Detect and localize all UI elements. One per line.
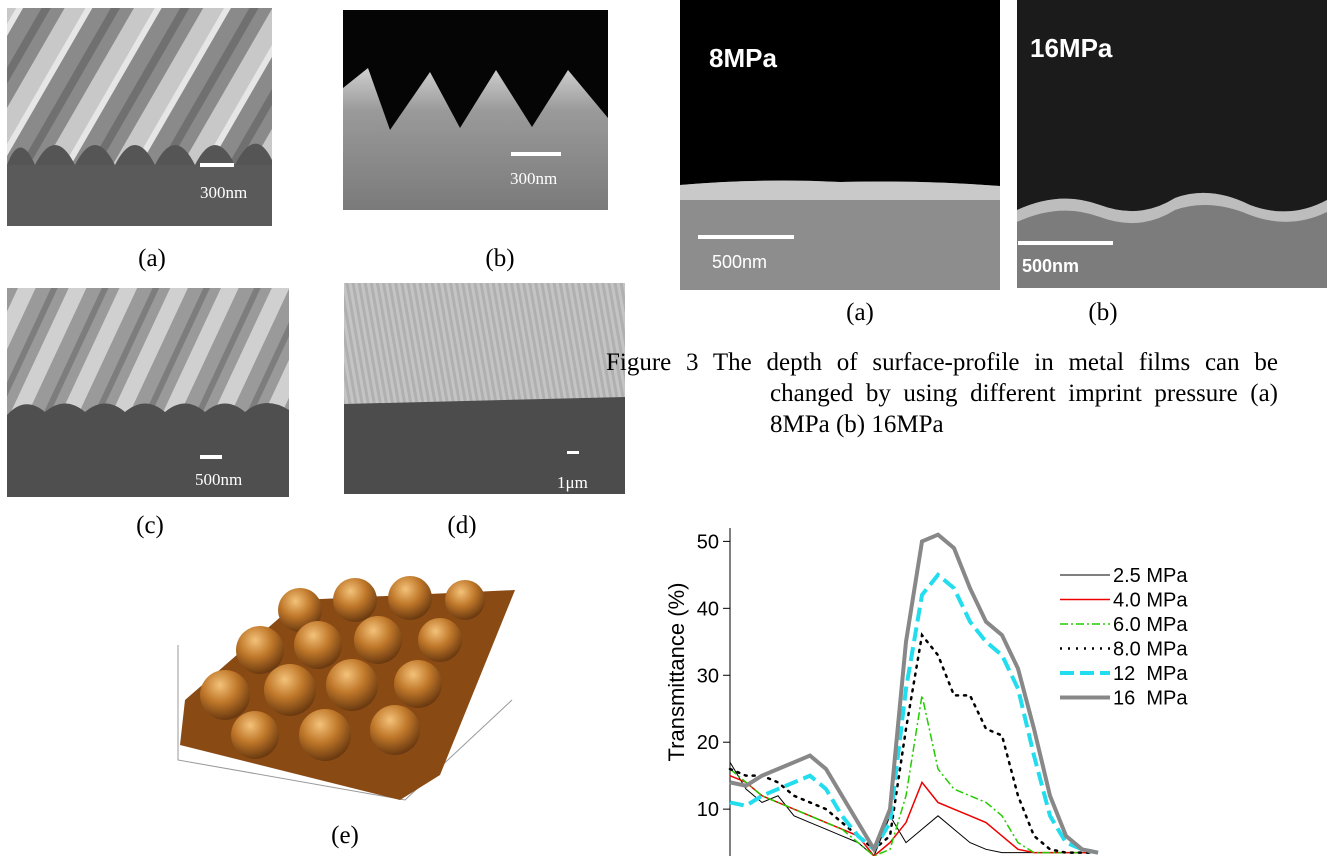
scale-label: 500nm (712, 252, 767, 272)
page: {"figure2": {"panels": [ {"label": "(a)"… (0, 0, 1335, 856)
panel-label: (c) (136, 512, 164, 539)
pressure-label: 16MPa (1030, 33, 1113, 63)
y-tick-label: 40 (697, 598, 719, 620)
pressure-label: 8MPa (709, 43, 777, 73)
data-line (730, 695, 1098, 856)
sem-image-b (343, 10, 608, 210)
panel-label: (a) (846, 299, 874, 326)
legend-label: 4.0 MPa (1113, 590, 1188, 612)
y-axis-label: Transmittance (%) (664, 583, 689, 762)
panel-label: (b) (1088, 299, 1117, 326)
data-line (730, 575, 1098, 853)
y-tick-label: 20 (697, 732, 719, 754)
transmittance-chart: 10 20 30 40 50 Transmittance (%) 2.5 MPa 4.0 MP… (664, 528, 1188, 856)
panel-label: (a) (138, 245, 166, 272)
scale-label: 1μm (557, 473, 588, 492)
y-tick-label: 50 (697, 531, 719, 553)
panel-label: (b) (485, 245, 514, 272)
scale-label: 300nm (200, 183, 247, 202)
legend-label: 12 MPa (1113, 663, 1188, 685)
panel-label: (e) (331, 822, 359, 849)
figure-caption: Figure 3 The depth of surface-profile in… (606, 347, 1278, 440)
sem-image-c (7, 288, 289, 497)
y-tick-label: 30 (697, 665, 719, 687)
scale-label: 500nm (1022, 256, 1079, 276)
scale-label: 500nm (195, 470, 242, 489)
scale-label: 300nm (510, 169, 557, 188)
legend-label: 16 MPa (1113, 688, 1188, 710)
legend-label: 2.5 MPa (1113, 565, 1188, 587)
legend-label: 6.0 MPa (1113, 614, 1188, 636)
panel-label: (d) (447, 512, 476, 539)
legend-label: 8.0 MPa (1113, 639, 1188, 661)
sem-image-d (344, 283, 625, 494)
afm-image-e (178, 576, 515, 800)
y-tick-label: 10 (697, 799, 719, 821)
